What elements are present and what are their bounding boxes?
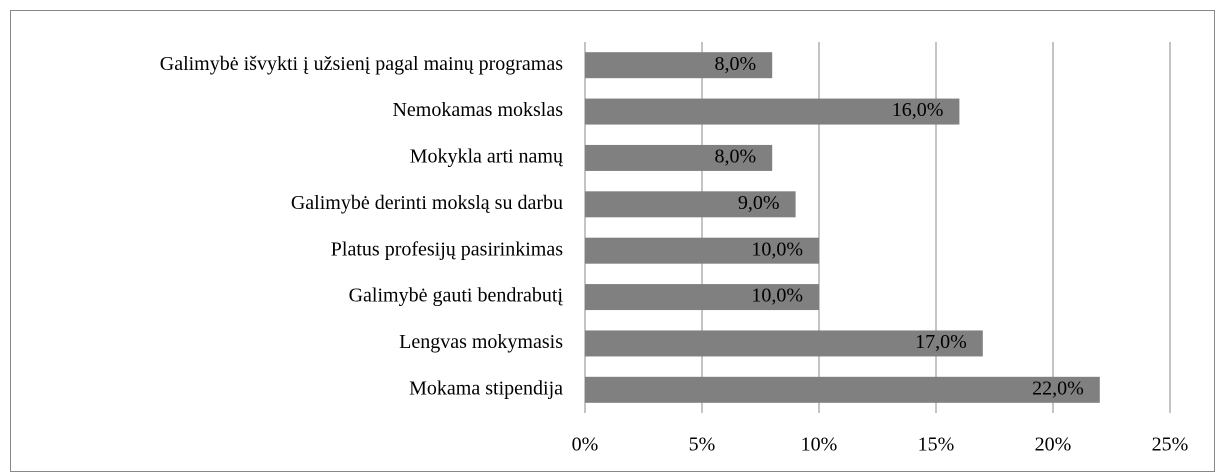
bar: [585, 284, 819, 311]
x-tick-label: 25%: [1152, 434, 1189, 456]
bar: [585, 191, 796, 218]
y-tick-label: Galimybė gauti bendrabutį: [349, 285, 564, 307]
value-label: 10,0%: [751, 238, 803, 260]
x-tick-label: 0%: [572, 434, 599, 456]
x-tick-label: 15%: [918, 434, 955, 456]
x-tick-label: 20%: [1035, 434, 1072, 456]
value-label: 8,0%: [715, 146, 757, 168]
bar: [585, 144, 773, 171]
y-tick-label: Nemokamas mokslas: [392, 99, 563, 121]
value-label: 9,0%: [738, 192, 780, 214]
bar: [585, 376, 1100, 403]
x-tick-label: 5%: [689, 434, 716, 456]
value-label: 17,0%: [915, 331, 967, 353]
bar: [585, 98, 960, 125]
value-label: 16,0%: [892, 99, 944, 121]
y-tick-label: Galimybė išvykti į užsienį pagal mainų p…: [160, 53, 563, 75]
y-tick-label: Platus profesijų pasirinkimas: [331, 238, 563, 260]
bar: [585, 237, 819, 264]
value-label: 10,0%: [751, 285, 803, 307]
bar: [585, 330, 983, 357]
chart-frame: [10, 10, 1215, 472]
y-tick-label: Lengvas mokymasis: [399, 331, 563, 353]
value-label: 22,0%: [1032, 377, 1084, 399]
bar: [585, 52, 773, 79]
y-tick-label: Mokykla arti namų: [410, 146, 564, 168]
y-tick-label: Mokama stipendija: [409, 377, 563, 399]
x-tick-label: 10%: [801, 434, 838, 456]
value-label: 8,0%: [715, 53, 757, 75]
y-tick-label: Galimybė derinti mokslą su darbu: [291, 192, 563, 214]
